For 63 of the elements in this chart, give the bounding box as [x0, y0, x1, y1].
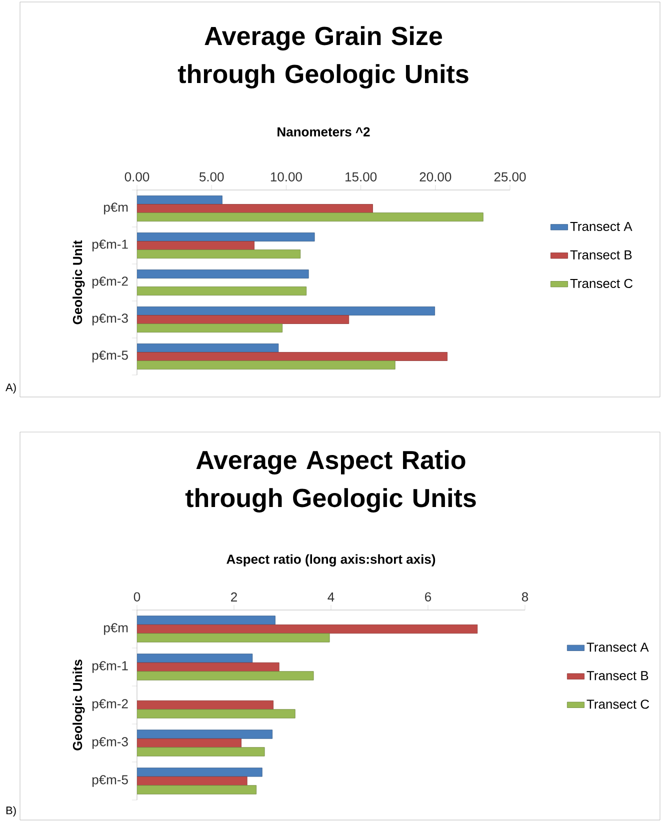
text: B): [6, 806, 16, 816]
bar: [137, 747, 265, 756]
legend-label: Transect A: [586, 642, 649, 652]
bar: [137, 324, 283, 332]
y-tick-label: p€m: [104, 623, 128, 635]
x-tick-label: 20.00: [420, 172, 452, 182]
bar: [137, 250, 301, 258]
x-tick-label: 6: [425, 592, 432, 602]
text: A): [6, 383, 16, 394]
bar: [137, 785, 257, 794]
x-tick-label: 2: [231, 592, 237, 602]
legend-label: Transect B: [586, 671, 648, 680]
x-tick-label: 4: [328, 592, 334, 602]
bar: [137, 241, 254, 250]
bar: [137, 654, 253, 663]
bar: [137, 196, 222, 204]
y-tick-label: p€m-3: [92, 314, 128, 326]
x-axis-title: Aspect ratio (long axis:short axis): [226, 554, 436, 566]
x-tick-label: 0.00: [124, 172, 150, 182]
x-tick-label: 8: [522, 592, 528, 602]
bar: [137, 671, 314, 680]
bar: [137, 624, 478, 634]
bar: [137, 709, 296, 718]
bar: [137, 776, 248, 786]
chart-title: Average Aspect Ratio through Geologic Units: [185, 450, 476, 512]
y-tick-label: p€m-2: [92, 699, 128, 711]
x-tick-label: 15.00: [346, 172, 377, 182]
bar: [137, 730, 273, 739]
legend-label: Transect B: [570, 250, 632, 260]
bar: [137, 616, 276, 625]
bar: [137, 360, 396, 370]
bar: [137, 662, 280, 672]
bar: [137, 204, 373, 213]
bar: [137, 700, 274, 710]
x-axis-title: Nanometers ^2: [278, 127, 370, 136]
y-tick-label: p€m: [104, 202, 128, 214]
chart-title: Average Grain Size through Geologic Units: [178, 26, 468, 88]
y-tick-label: p€m-5: [92, 775, 128, 787]
x-tick-label: 0: [134, 592, 140, 602]
bar: [137, 768, 262, 777]
legend-label: Transect C: [570, 278, 633, 288]
legend-label: Transect A: [570, 222, 632, 232]
y-axis-title: Geologic Unit: [72, 240, 85, 324]
y-tick-label: p€m-1: [92, 661, 128, 673]
legend-label: Transect C: [586, 700, 650, 709]
bar: [137, 738, 242, 748]
bar: [137, 315, 350, 324]
y-tick-label: p€m-5: [92, 350, 128, 362]
bar: [137, 306, 435, 316]
bar: [137, 212, 484, 222]
y-tick-label: p€m-2: [92, 276, 128, 288]
bar: [137, 633, 330, 642]
x-tick-label: 25.00: [494, 172, 526, 182]
bar: [137, 232, 315, 242]
y-tick-label: p€m-1: [92, 240, 128, 252]
bar: [137, 352, 448, 361]
bar: [137, 270, 309, 278]
x-tick-label: 5.00: [199, 172, 224, 182]
bar: [137, 344, 279, 352]
bar: [137, 286, 307, 296]
y-axis-title: Geologic Units: [72, 660, 85, 750]
x-tick-label: 10.00: [270, 172, 302, 182]
y-tick-label: p€m-3: [92, 737, 128, 749]
